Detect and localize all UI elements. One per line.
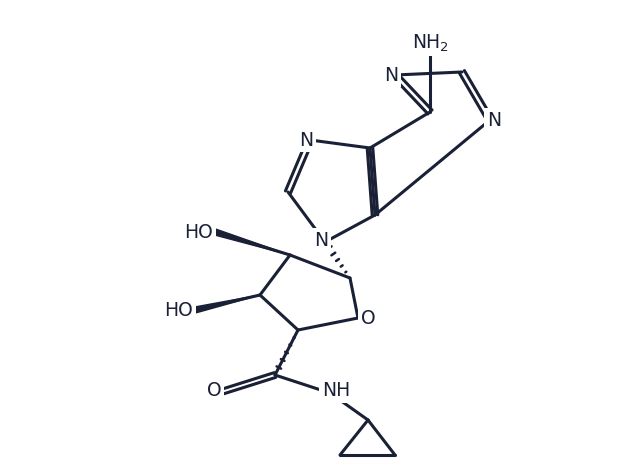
Text: HO: HO — [164, 300, 193, 320]
Text: N: N — [299, 131, 313, 149]
Text: NH$_2$: NH$_2$ — [412, 32, 449, 54]
Polygon shape — [195, 295, 260, 313]
Text: N: N — [384, 65, 398, 85]
Text: O: O — [361, 308, 375, 328]
Text: O: O — [207, 382, 221, 400]
Text: HO: HO — [184, 222, 213, 242]
Text: NH: NH — [322, 382, 350, 400]
Polygon shape — [214, 229, 290, 255]
Text: N: N — [314, 230, 328, 250]
Text: N: N — [487, 110, 501, 130]
